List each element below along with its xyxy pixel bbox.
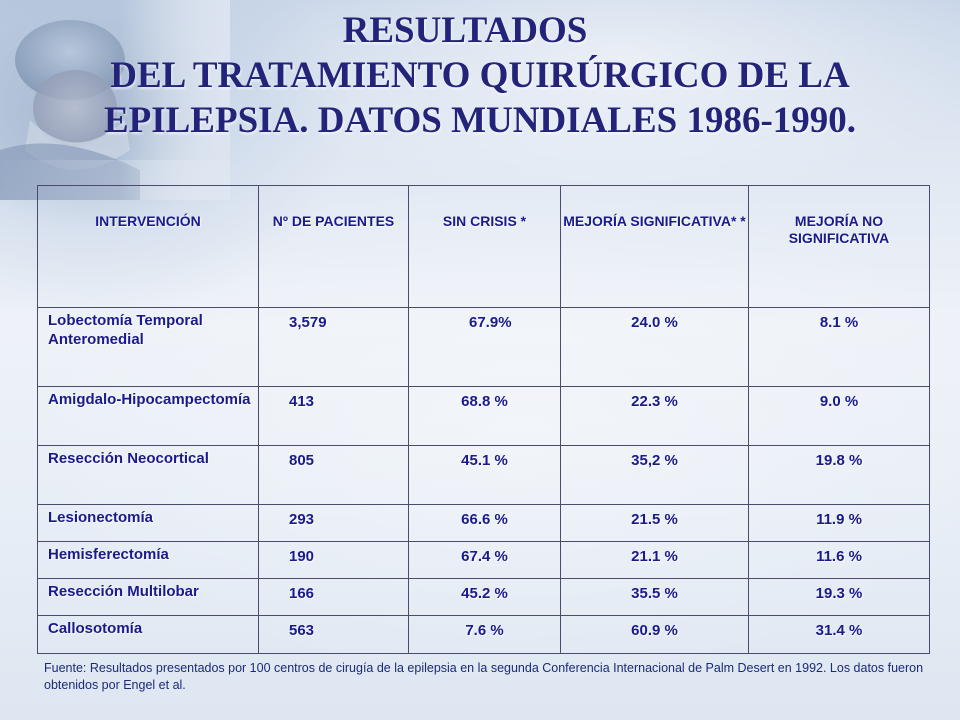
cell-intervencion: Callosotomía	[37, 615, 259, 654]
header-intervencion: INTERVENCIÓN	[37, 185, 259, 308]
cell-pacientes: 413	[258, 386, 409, 446]
cell-sin-crisis: 7.6 %	[408, 615, 561, 654]
results-table: INTERVENCIÓN Nº DE PACIENTES SIN CRISIS …	[37, 185, 930, 654]
cell-mejoria-no-significativa: 9.0 %	[748, 386, 930, 446]
cell-sin-crisis: 68.8 %	[408, 386, 561, 446]
cell-mejoria-significativa: 21.5 %	[560, 504, 749, 542]
cell-pacientes: 563	[258, 615, 409, 654]
table-row: Hemisferectomía 190 67.4 % 21.1 % 11.6 %	[37, 541, 930, 579]
table-row: Lobectomía Temporal Anteromedial 3,579 6…	[37, 307, 930, 387]
title-line-3: EPILEPSIA. DATOS MUNDIALES 1986-1990.	[103, 100, 857, 141]
surgeon-photo-icon	[0, 0, 230, 200]
table-row: Resección Multilobar 166 45.2 % 35.5 % 1…	[37, 578, 930, 616]
cell-sin-crisis: 67.4 %	[408, 541, 561, 579]
table-row: Resección Neocortical 805 45.1 % 35,2 % …	[37, 445, 930, 505]
table-row: Amigdalo-Hipocampectomía 413 68.8 % 22.3…	[37, 386, 930, 446]
cell-intervencion: Lobectomía Temporal Anteromedial	[37, 307, 259, 387]
cell-intervencion: Lesionectomía	[37, 504, 259, 542]
cell-mejoria-significativa: 24.0 %	[560, 307, 749, 387]
slide-title: RESULTADOS DEL TRATAMIENTO QUIRÚRGICO DE…	[0, 8, 960, 143]
cell-pacientes: 190	[258, 541, 409, 579]
cell-pacientes: 3,579	[258, 307, 409, 387]
cell-intervencion: Resección Multilobar	[37, 578, 259, 616]
cell-mejoria-no-significativa: 11.9 %	[748, 504, 930, 542]
cell-pacientes: 805	[258, 445, 409, 505]
cell-mejoria-no-significativa: 11.6 %	[748, 541, 930, 579]
cell-mejoria-no-significativa: 31.4 %	[748, 615, 930, 654]
cell-sin-crisis: 67.9%	[408, 307, 561, 387]
cell-sin-crisis: 66.6 %	[408, 504, 561, 542]
cell-sin-crisis: 45.1 %	[408, 445, 561, 505]
cell-intervencion: Resección Neocortical	[37, 445, 259, 505]
cell-mejoria-significativa: 35,2 %	[560, 445, 749, 505]
title-line-2: DEL TRATAMIENTO QUIRÚRGICO DE LA	[110, 55, 850, 96]
cell-mejoria-significativa: 35.5 %	[560, 578, 749, 616]
source-footnote: Fuente: Resultados presentados por 100 c…	[44, 661, 924, 692]
header-mejoria-significativa: MEJORÍA SIGNIFICATIVA* *	[560, 185, 749, 308]
cell-mejoria-no-significativa: 19.3 %	[748, 578, 930, 616]
cell-pacientes: 293	[258, 504, 409, 542]
header-mejoria-no-significativa: MEJORÍA NO SIGNIFICATIVA	[748, 185, 930, 308]
cell-sin-crisis: 45.2 %	[408, 578, 561, 616]
cell-intervencion: Hemisferectomía	[37, 541, 259, 579]
cell-mejoria-significativa: 22.3 %	[560, 386, 749, 446]
cell-mejoria-significativa: 60.9 %	[560, 615, 749, 654]
cell-pacientes: 166	[258, 578, 409, 616]
cell-intervencion: Amigdalo-Hipocampectomía	[37, 386, 259, 446]
table-row: Lesionectomía 293 66.6 % 21.5 % 11.9 %	[37, 504, 930, 542]
cell-mejoria-no-significativa: 19.8 %	[748, 445, 930, 505]
table-header-row: INTERVENCIÓN Nº DE PACIENTES SIN CRISIS …	[37, 185, 930, 308]
header-pacientes: Nº DE PACIENTES	[258, 185, 409, 308]
cell-mejoria-no-significativa: 8.1 %	[748, 307, 930, 387]
cell-mejoria-significativa: 21.1 %	[560, 541, 749, 579]
table-row: Callosotomía 563 7.6 % 60.9 % 31.4 %	[37, 615, 930, 654]
title-line-1: RESULTADOS	[342, 10, 588, 51]
header-sin-crisis: SIN CRISIS *	[408, 185, 561, 308]
